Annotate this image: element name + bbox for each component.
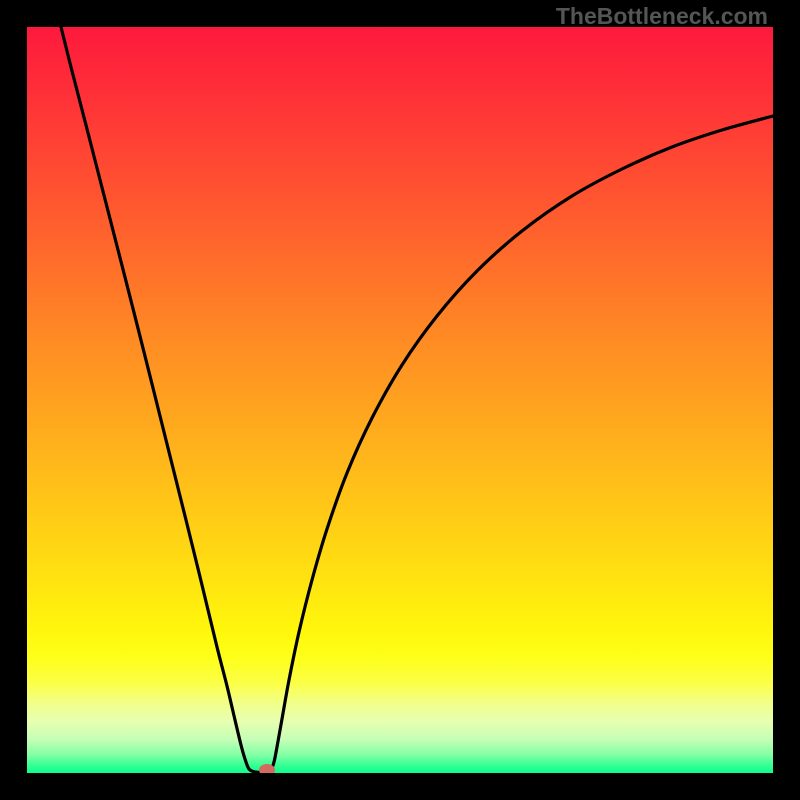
- watermark-text: TheBottleneck.com: [556, 3, 768, 30]
- plot-area: [27, 27, 773, 773]
- chart-svg: [27, 27, 773, 773]
- chart-frame: TheBottleneck.com: [0, 0, 800, 800]
- bottleneck-curve: [61, 27, 773, 772]
- optimum-marker: [259, 764, 275, 773]
